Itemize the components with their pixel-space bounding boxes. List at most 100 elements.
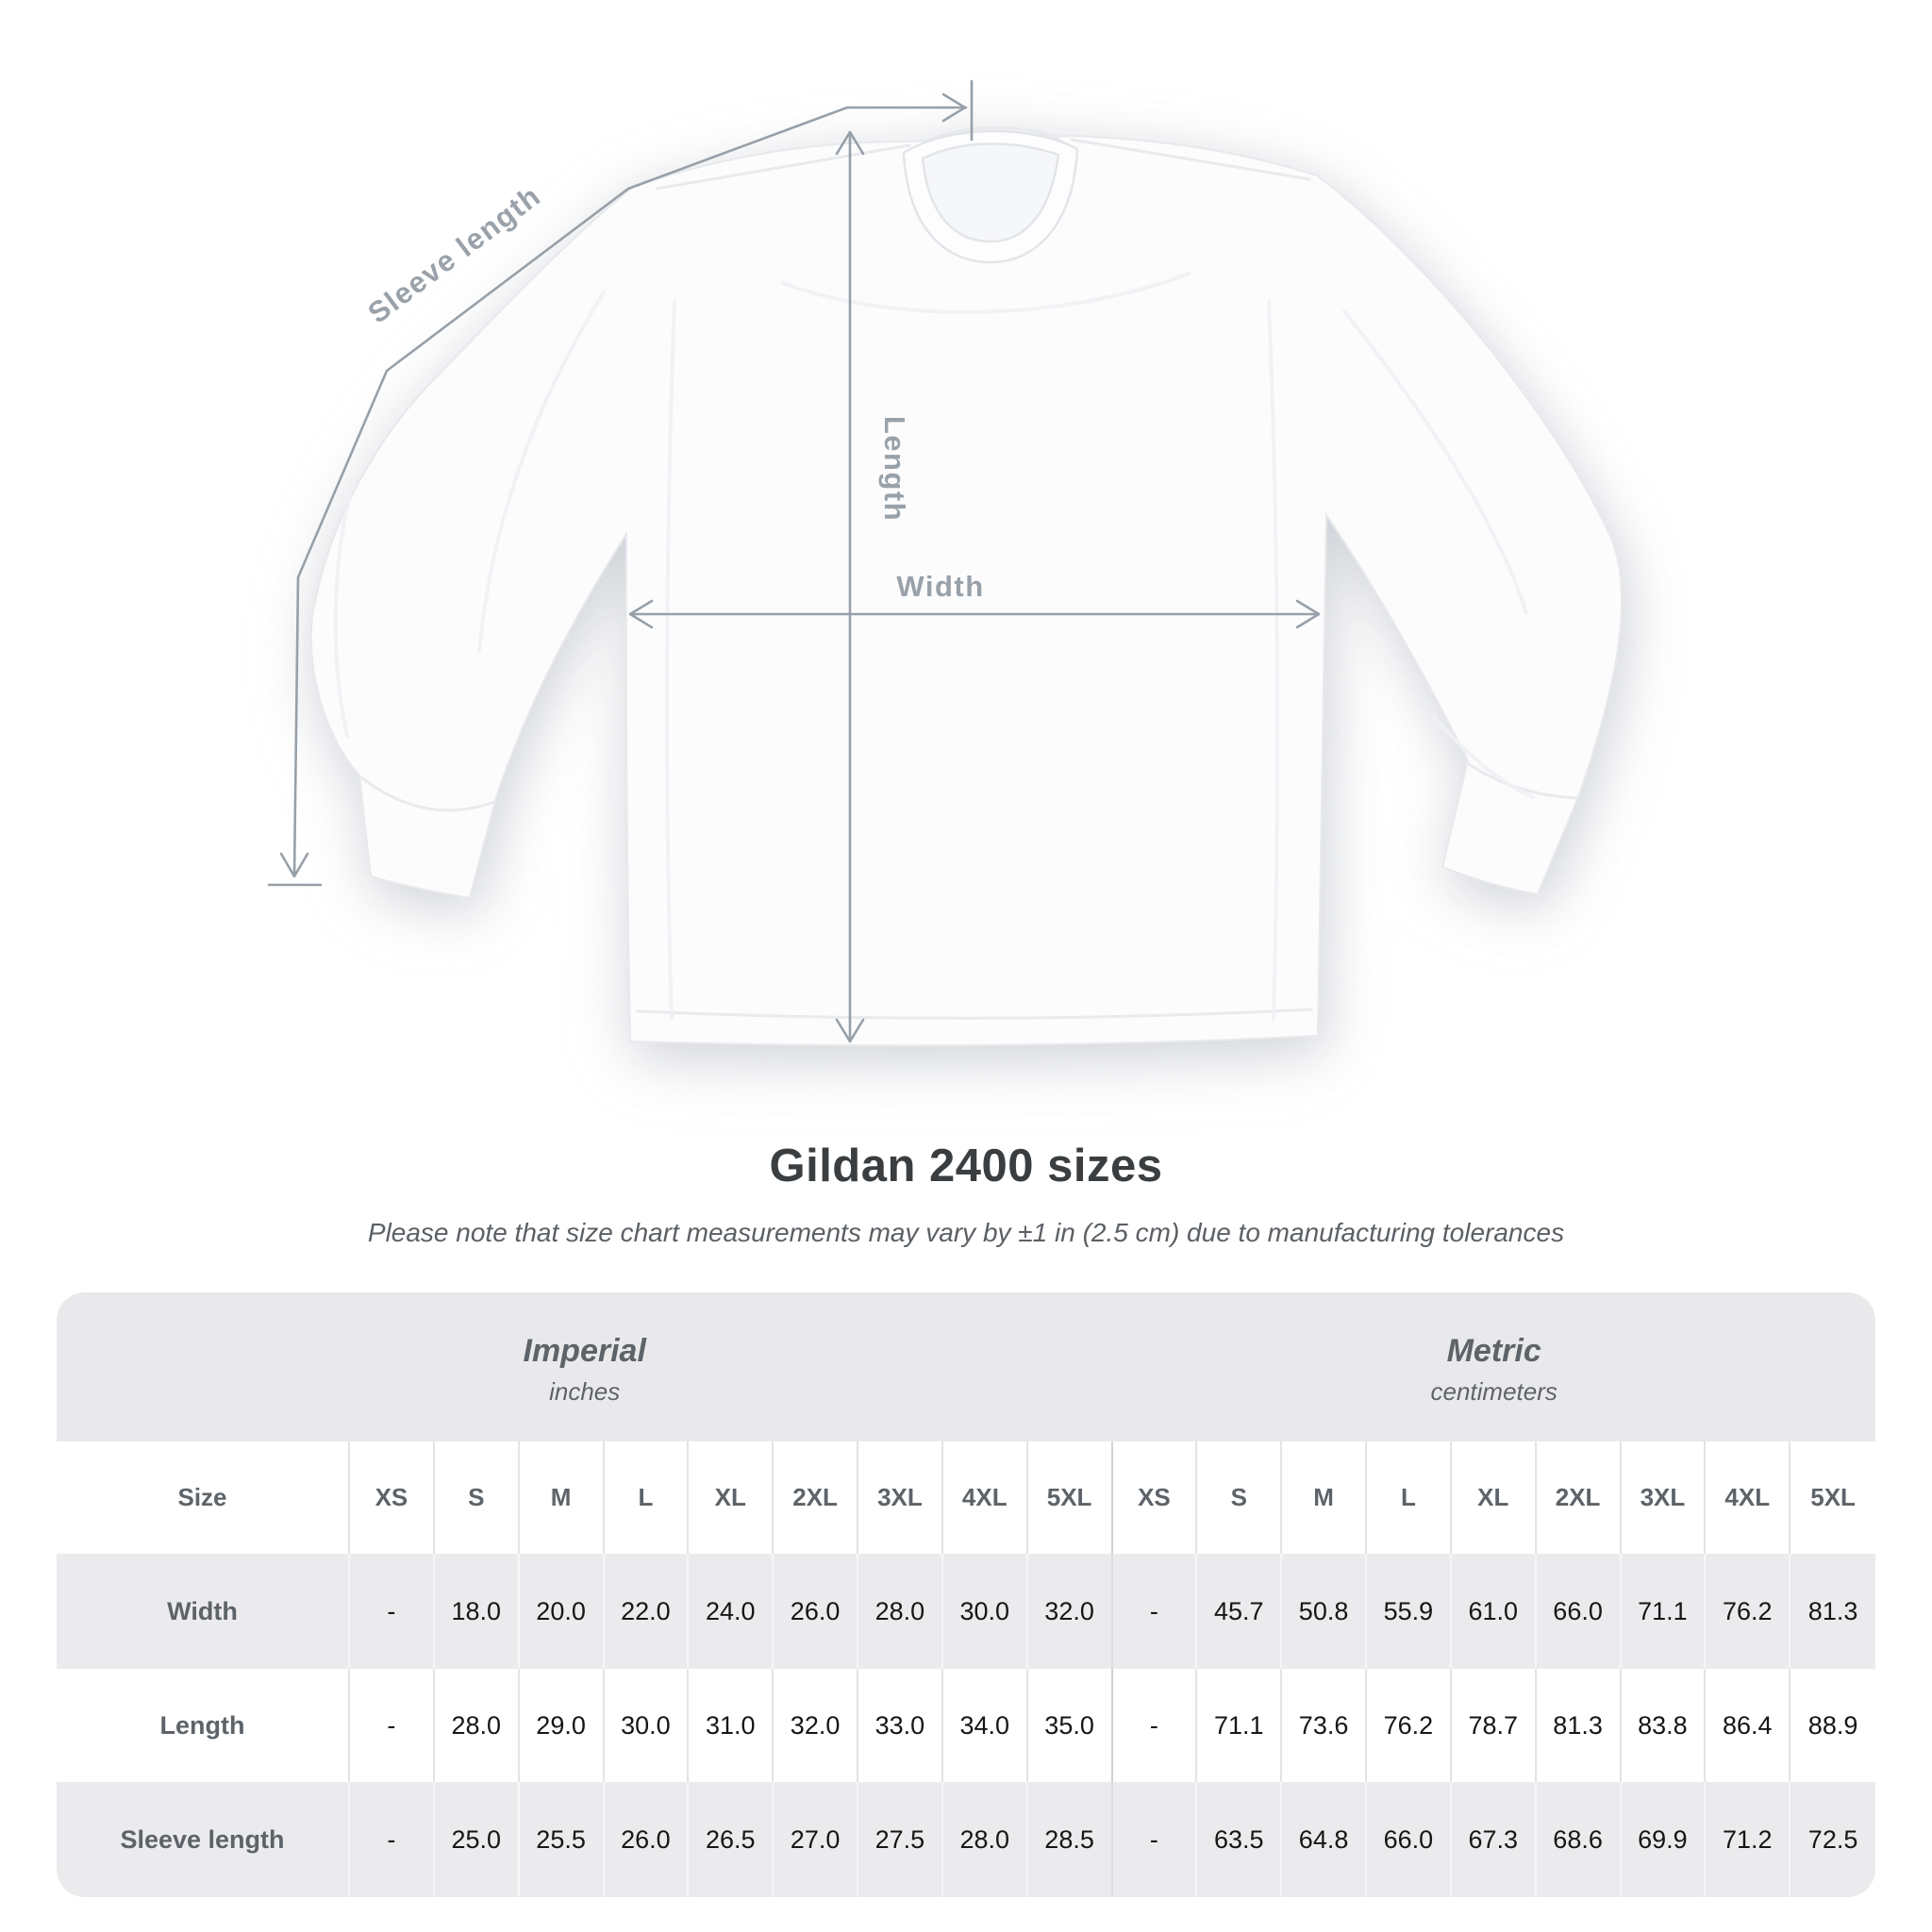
- page-subtitle: Please note that size chart measurements…: [367, 1218, 1565, 1247]
- size-header-metric: 2XL: [1537, 1441, 1622, 1554]
- table-row: Width -18.0 20.0 22.0 24.0 26.0 28.0 30.0 32.0-4…: [57, 1554, 1875, 1669]
- size-header-metric: 4XL: [1706, 1441, 1791, 1554]
- value-imperial: 28.0: [435, 1669, 520, 1782]
- value-metric: 50.8: [1282, 1554, 1367, 1669]
- value-metric: 78.7: [1452, 1669, 1537, 1782]
- value-metric: 83.8: [1622, 1669, 1707, 1782]
- value-metric: 88.9: [1807, 1710, 1858, 1740]
- value-imperial: 27.5: [858, 1782, 943, 1897]
- value-imperial: 26.0: [774, 1554, 858, 1669]
- shirt-illustration: [309, 125, 1623, 1047]
- size-header-imperial: L: [605, 1441, 690, 1554]
- value-imperial: 18.0: [435, 1554, 520, 1669]
- metric-unit: centimeters: [1430, 1377, 1557, 1406]
- value-imperial: 26.0: [605, 1782, 690, 1897]
- imperial-section-header: Imperial inches: [57, 1292, 1112, 1441]
- size-header-metric: 3XL: [1622, 1441, 1707, 1554]
- value-metric: 76.2: [1367, 1669, 1452, 1782]
- value-imperial: 30.0: [943, 1554, 1028, 1669]
- size-header-metric: XL: [1452, 1441, 1537, 1554]
- value-metric: 81.3: [1537, 1669, 1622, 1782]
- row-label: Sleeve length: [57, 1782, 350, 1897]
- value-metric: 61.0: [1452, 1554, 1537, 1669]
- value-imperial: 28.0: [943, 1782, 1028, 1897]
- length-label: Length: [878, 416, 911, 522]
- value-metric: 64.8: [1282, 1782, 1367, 1897]
- value-imperial: 33.0: [858, 1669, 943, 1782]
- value-metric: 73.6: [1282, 1669, 1367, 1782]
- value-imperial: 25.5: [520, 1782, 605, 1897]
- size-header-metric: S: [1197, 1441, 1283, 1554]
- size-grid: Size XS S M L XL 2XL 3XL 4XL 5XL XS S M L XL 2XL 3XL 4XL 5…: [57, 1441, 1875, 1897]
- value-metric: 63.5: [1197, 1782, 1283, 1897]
- value-metric: 81.3: [1807, 1596, 1858, 1625]
- size-header-imperial: S: [435, 1441, 520, 1554]
- size-table: Imperial inches Metric centimeters Size X…: [57, 1292, 1875, 1897]
- unit-section-headers: Imperial inches Metric centimeters: [57, 1292, 1875, 1441]
- value-metric: -: [1113, 1782, 1198, 1897]
- size-header-imperial: M: [520, 1441, 605, 1554]
- size-header-metric: L: [1367, 1441, 1452, 1554]
- value-metric: 69.9: [1622, 1782, 1707, 1897]
- value-metric: 72.5: [1807, 1824, 1858, 1854]
- value-metric: 66.0: [1537, 1554, 1622, 1669]
- value-metric: -: [1113, 1554, 1198, 1669]
- imperial-label: Imperial: [523, 1333, 646, 1369]
- value-imperial: 32.0: [774, 1669, 858, 1782]
- value-imperial: 24.0: [689, 1554, 774, 1669]
- value-imperial: 22.0: [605, 1554, 690, 1669]
- value-metric: 55.9: [1367, 1554, 1452, 1669]
- size-column-header: Size: [57, 1441, 350, 1554]
- page-title: Gildan 2400 sizes: [769, 1141, 1163, 1191]
- value-imperial: 20.0: [520, 1554, 605, 1669]
- value-metric: -: [1113, 1669, 1198, 1782]
- size-header-metric: 5XL: [1810, 1483, 1856, 1511]
- metric-section-header: Metric centimeters: [1112, 1292, 1875, 1441]
- size-header-imperial: 2XL: [774, 1441, 858, 1554]
- value-metric: 76.2: [1706, 1554, 1791, 1669]
- length-measure: Length: [835, 130, 911, 1043]
- value-imperial: 31.0: [689, 1669, 774, 1782]
- row-label: Length: [57, 1669, 350, 1782]
- value-imperial: 28.0: [858, 1554, 943, 1669]
- shirt-silhouette: [309, 134, 1623, 1047]
- value-metric: 67.3: [1452, 1782, 1537, 1897]
- value-metric: 71.2: [1706, 1782, 1791, 1897]
- size-header-imperial: 3XL: [858, 1441, 943, 1554]
- value-imperial: -: [350, 1669, 435, 1782]
- value-imperial: 26.5: [689, 1782, 774, 1897]
- table-row: Length -28.0 29.0 30.0 31.0 32.0 33.0 34.0 35.0-…: [57, 1669, 1875, 1782]
- value-metric: 66.0: [1367, 1782, 1452, 1897]
- collar-band: [902, 129, 1079, 264]
- value-imperial: 27.0: [774, 1782, 858, 1897]
- value-metric: 71.1: [1197, 1669, 1283, 1782]
- value-imperial: 25.0: [435, 1782, 520, 1897]
- value-metric: 45.7: [1197, 1554, 1283, 1669]
- table-row: Sleeve length -25.0 25.5 26.0 26.5 27.0 27.5 28…: [57, 1782, 1875, 1897]
- size-header-metric: M: [1282, 1441, 1367, 1554]
- value-imperial: -: [350, 1782, 435, 1897]
- value-imperial: 35.0: [1028, 1669, 1113, 1782]
- size-header-imperial: 4XL: [943, 1441, 1028, 1554]
- size-header-imperial: 5XL: [1028, 1441, 1113, 1554]
- size-header-imperial: XS: [350, 1441, 435, 1554]
- value-imperial: 30.0: [605, 1669, 690, 1782]
- value-metric: 68.6: [1537, 1782, 1622, 1897]
- size-header-imperial: XL: [689, 1441, 774, 1554]
- value-imperial: 29.0: [520, 1669, 605, 1782]
- shirt-diagram: Sleeve length Length Width: [267, 79, 1623, 1047]
- imperial-unit: inches: [549, 1377, 621, 1406]
- width-label: Width: [896, 570, 984, 603]
- value-metric: 86.4: [1706, 1669, 1791, 1782]
- value-metric: 71.1: [1622, 1554, 1707, 1669]
- size-header-metric: XS: [1113, 1441, 1198, 1554]
- row-label: Width: [57, 1554, 350, 1669]
- value-imperial: -: [350, 1554, 435, 1669]
- table-row: Size XS S M L XL 2XL 3XL 4XL 5XL XS S M L XL 2XL 3XL 4XL 5…: [57, 1441, 1875, 1554]
- value-imperial: 28.5: [1028, 1782, 1113, 1897]
- value-imperial: 34.0: [943, 1669, 1028, 1782]
- metric-label: Metric: [1446, 1333, 1541, 1369]
- width-measure: Width: [628, 570, 1321, 629]
- value-imperial: 32.0: [1028, 1554, 1113, 1669]
